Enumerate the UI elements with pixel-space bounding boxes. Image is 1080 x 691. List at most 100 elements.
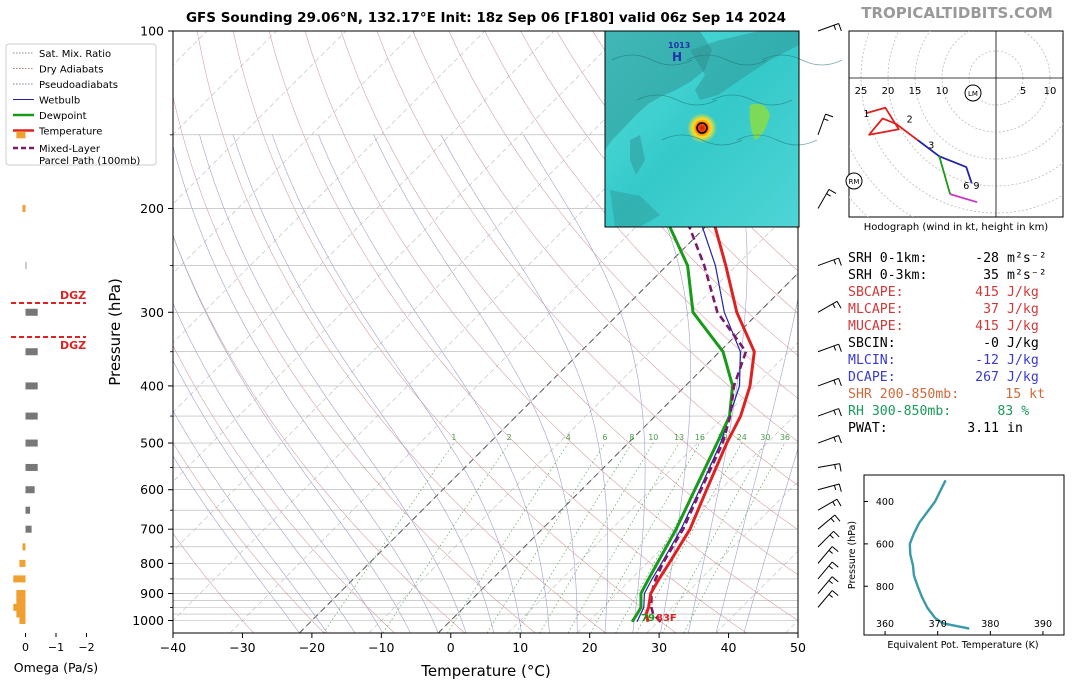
wind-barb-staff — [818, 464, 840, 468]
omega-bar — [26, 440, 38, 447]
y-tick-label: 100 — [140, 24, 164, 39]
omega-bar — [16, 597, 25, 604]
x-tick-label: −10 — [368, 640, 394, 655]
omega-bar — [26, 262, 27, 269]
brand-watermark: TROPICALTIDBITS.COM — [861, 4, 1053, 22]
hodograph-height-label: 6 — [963, 181, 969, 192]
omega-bar — [22, 205, 25, 212]
dgz-upper-label: DGZ — [60, 289, 86, 302]
index-label: MLCAPE: — [848, 301, 904, 318]
index-label: MUCAPE: — [848, 318, 904, 335]
omega-tick-label: −1 — [48, 641, 64, 654]
map-inset: 1013 H — [605, 31, 842, 227]
wind-barb-flag — [834, 485, 835, 490]
wind-barb-flag — [827, 194, 831, 196]
omega-bar — [16, 131, 25, 138]
wind-barb-flag — [839, 484, 841, 492]
x-tick-label: 10 — [512, 640, 528, 655]
omega-bar — [26, 382, 38, 389]
wind-barb-flag — [832, 591, 838, 596]
y-tick-label: 300 — [140, 305, 164, 320]
omega-bar — [26, 413, 38, 420]
index-value: 3.11 — [937, 420, 999, 437]
mixing-ratio-label: 36 — [780, 433, 790, 442]
wind-barb-flag — [832, 562, 838, 567]
omega-bar — [13, 575, 25, 582]
hodograph-ring-label: 10 — [1044, 86, 1057, 97]
mixing-ratio-label: 1 — [451, 433, 456, 442]
hodograph-left-mover-label: LM — [968, 90, 978, 98]
mixing-ratio-label: 30 — [760, 433, 770, 442]
hodograph-ring-label: 20 — [882, 86, 895, 97]
hodograph-ring-label: 5 — [1020, 86, 1026, 97]
index-value: 415 — [937, 318, 999, 335]
wind-barb-flag — [837, 499, 841, 506]
mixing-ratio-label: 2 — [507, 433, 512, 442]
index-label: SBCAPE: — [848, 284, 904, 301]
wind-barb-flag — [826, 114, 834, 117]
wind-barb-flag — [832, 547, 838, 552]
wind-barb-staff — [818, 409, 839, 417]
y-tick-label: 600 — [140, 482, 164, 497]
wind-barb-staff — [818, 114, 826, 135]
x-tick-label: 50 — [790, 640, 806, 655]
mixing-ratio-label: 8 — [629, 433, 634, 442]
figure-title: GFS Sounding 29.06°N, 132.17°E Init: 18z… — [186, 10, 786, 26]
map-high-label: H — [672, 50, 682, 64]
wind-barb-flag — [829, 566, 833, 569]
index-label: SRH 0-1km: — [848, 250, 927, 267]
index-label: PWAT: — [848, 420, 888, 437]
omega-bar — [16, 590, 25, 597]
omega-panel: 0−1−2 DGZ DGZ Omega (Pa/s) — [11, 131, 98, 675]
index-label: RH 300-850mb: — [848, 403, 951, 420]
theta-e-x-tick-label: 360 — [876, 619, 894, 630]
index-unit: J/kg — [1007, 369, 1063, 386]
wind-barb-flag — [830, 535, 833, 538]
x-tick-label: −40 — [160, 640, 186, 655]
y-tick-label: 200 — [140, 201, 164, 216]
omega-xlabel: Omega (Pa/s) — [14, 660, 98, 675]
omega-bar — [19, 617, 25, 624]
skewt-ylabel: Pressure (hPa) — [106, 278, 124, 386]
legend-label: Temperature — [38, 127, 102, 138]
wind-barb-flag — [833, 304, 835, 308]
mixing-ratio-label: 10 — [648, 433, 658, 442]
index-value: 83 — [951, 403, 1013, 420]
wind-barb-staff — [818, 344, 839, 352]
wind-barb-staff — [818, 484, 839, 490]
legend-label: Dry Adiabats — [39, 65, 103, 76]
wind-barb-staff — [818, 23, 839, 31]
omega-bar — [26, 507, 31, 514]
index-label: SHR 200-850mb: — [848, 386, 959, 403]
wind-barb-staff — [818, 591, 832, 608]
wind-barb-flag — [839, 258, 842, 266]
wind-barb-flag — [839, 378, 842, 386]
wind-barb-flag — [824, 119, 829, 121]
y-tick-label: 900 — [140, 586, 164, 601]
legend-label: Dewpoint — [39, 111, 87, 122]
hodograph-height-label: 3 — [928, 140, 934, 151]
wind-barb-staff — [818, 378, 839, 386]
theta-e-x-tick-label: 370 — [929, 619, 947, 630]
index-unit: J/kg — [1007, 318, 1063, 335]
theta-e-xlabel: Equivalent Pot. Temperature (K) — [887, 640, 1038, 651]
map-cyclone — [687, 113, 717, 143]
index-label: MLCIN: — [848, 352, 896, 369]
wind-barb-flag — [835, 464, 836, 469]
dgz-lower-label: DGZ — [60, 339, 86, 352]
index-label: SBCIN: — [848, 335, 896, 352]
x-tick-label: 0 — [447, 640, 455, 655]
wind-barb-staff — [818, 577, 832, 594]
legend-label: Pseudoadiabats — [39, 80, 118, 91]
sfc-temp-label: 83F — [656, 613, 677, 624]
mixing-ratio-label: 24 — [737, 433, 747, 442]
wind-barb-flag — [831, 518, 834, 522]
wind-barb-flag — [840, 464, 841, 472]
